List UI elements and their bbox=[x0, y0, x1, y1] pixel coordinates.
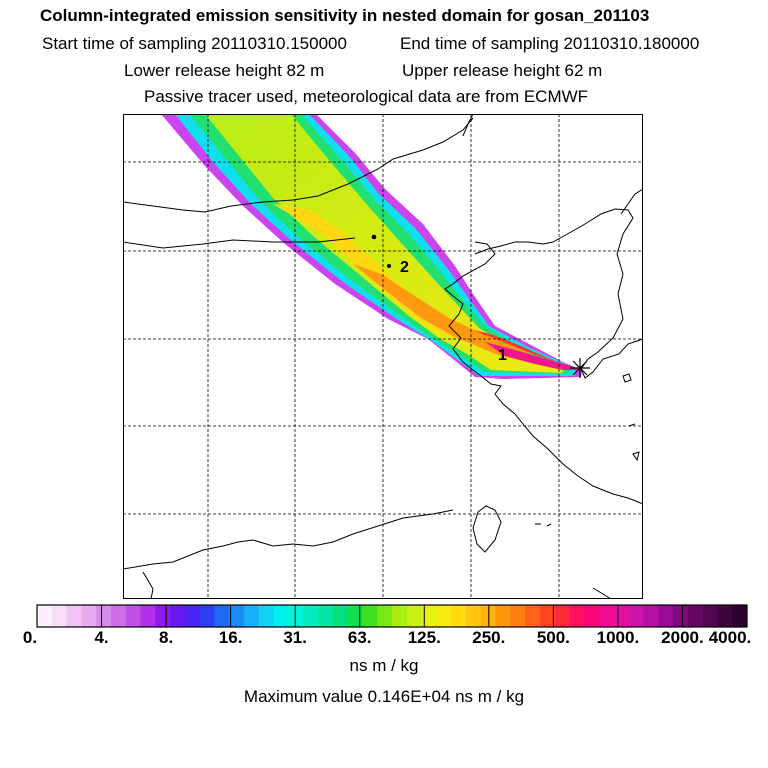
maximum-value-label: Maximum value 0.146E+04 ns m / kg bbox=[243, 687, 525, 706]
colorbar-tick-label: 63. bbox=[347, 628, 372, 647]
lat-lon-grid bbox=[123, 114, 643, 599]
colorbar-swatch bbox=[717, 605, 733, 627]
colorbar-swatch bbox=[155, 605, 171, 627]
colorbar-swatch bbox=[569, 605, 585, 627]
colorbar-swatch bbox=[288, 605, 304, 627]
colorbar-swatch bbox=[273, 605, 289, 627]
colorbar-swatch bbox=[199, 605, 215, 627]
colorbar-swatch bbox=[554, 605, 570, 627]
trajectory-label-2: 2 bbox=[400, 259, 409, 276]
trajectory-point-marker bbox=[371, 234, 377, 240]
colorbar-tick-label: 250. bbox=[472, 628, 506, 647]
colorbar-swatch bbox=[658, 605, 674, 627]
emission-sensitivity-map: 2 1 bbox=[123, 114, 643, 599]
colorbar-tick-label: 1000. bbox=[596, 628, 640, 647]
trajectory-point-2-marker bbox=[387, 264, 391, 268]
colorbar-tick-label: 16. bbox=[218, 628, 243, 647]
colorbar-swatch bbox=[599, 605, 615, 627]
colorbar-swatch bbox=[51, 605, 68, 627]
colorbar-swatch bbox=[584, 605, 600, 627]
colorbar-swatch bbox=[392, 605, 408, 627]
colorbar-swatch bbox=[421, 605, 437, 627]
colorbar-units: ns m / kg bbox=[349, 656, 419, 675]
colorbar-swatch bbox=[702, 605, 718, 627]
colorbar-swatch bbox=[732, 605, 748, 627]
colorbar-swatch bbox=[465, 605, 482, 627]
colorbar-swatch bbox=[66, 605, 82, 627]
trajectory-label-1: 1 bbox=[498, 347, 507, 364]
end-time-label: End time of sampling 20110310.180000 bbox=[400, 34, 700, 53]
colorbar-tick-label: 4. bbox=[94, 628, 109, 647]
colorbar-frame bbox=[36, 604, 748, 628]
colorbar-swatch bbox=[495, 605, 511, 627]
plume-band-orange bbox=[353, 264, 563, 370]
colorbar-swatch bbox=[110, 605, 127, 627]
colorbar-swatch bbox=[436, 605, 452, 627]
colorbar-tick-label: 500. bbox=[536, 628, 570, 647]
colorbar-swatch bbox=[258, 605, 275, 627]
colorbar-tick-label: 4000. bbox=[708, 628, 752, 647]
colorbar-swatch bbox=[184, 605, 201, 627]
coastlines bbox=[123, 114, 643, 599]
colorbar-tick-label: 125. bbox=[407, 628, 441, 647]
colorbar-tick-label: 31. bbox=[283, 628, 307, 647]
colorbar-swatch bbox=[332, 605, 349, 627]
colorbar bbox=[36, 604, 748, 628]
colorbar-swatch bbox=[525, 605, 541, 627]
colorbar-swatch bbox=[406, 605, 423, 627]
map-frame bbox=[123, 114, 643, 599]
upper-release-label: Upper release height 62 m bbox=[402, 61, 603, 80]
plume-band-red bbox=[473, 330, 579, 370]
tracer-note: Passive tracer used, meteorological data… bbox=[144, 87, 589, 106]
start-time-label: Start time of sampling 20110310.150000 bbox=[42, 34, 347, 53]
colorbar-swatch bbox=[37, 605, 53, 627]
colorbar-swatch bbox=[687, 605, 704, 627]
plot-title: Column-integrated emission sensitivity i… bbox=[40, 6, 650, 25]
colorbar-swatch bbox=[81, 605, 97, 627]
colorbar-swatch bbox=[96, 605, 112, 627]
colorbar-swatch bbox=[303, 605, 319, 627]
colorbar-swatch bbox=[214, 605, 230, 627]
colorbar-swatch bbox=[362, 605, 378, 627]
colorbar-swatch bbox=[244, 605, 260, 627]
colorbar-swatch bbox=[613, 605, 630, 627]
plume-band-magenta bbox=[485, 342, 581, 370]
colorbar-swatch bbox=[229, 605, 245, 627]
colorbar-tick-label: 0. bbox=[22, 628, 38, 647]
colorbar-swatch bbox=[347, 605, 363, 627]
colorbar-swatch bbox=[125, 605, 142, 627]
plume-band-yellow-green bbox=[205, 114, 565, 373]
colorbar-swatch bbox=[628, 605, 644, 627]
colorbar-swatch bbox=[318, 605, 334, 627]
colorbar-swatch bbox=[643, 605, 659, 627]
colorbar-swatch bbox=[510, 605, 526, 627]
colorbar-swatch bbox=[451, 605, 467, 627]
colorbar-swatch bbox=[140, 605, 156, 627]
colorbar-swatch bbox=[377, 605, 393, 627]
colorbar-tick-label: 8. bbox=[158, 628, 174, 647]
receptor-star-icon bbox=[570, 358, 590, 378]
lower-release-label: Lower release height 82 m bbox=[124, 61, 325, 80]
colorbar-swatch bbox=[673, 605, 689, 627]
colorbar-swatch bbox=[170, 605, 186, 627]
colorbar-swatch bbox=[539, 605, 556, 627]
colorbar-tick-label: 2000. bbox=[661, 628, 704, 647]
